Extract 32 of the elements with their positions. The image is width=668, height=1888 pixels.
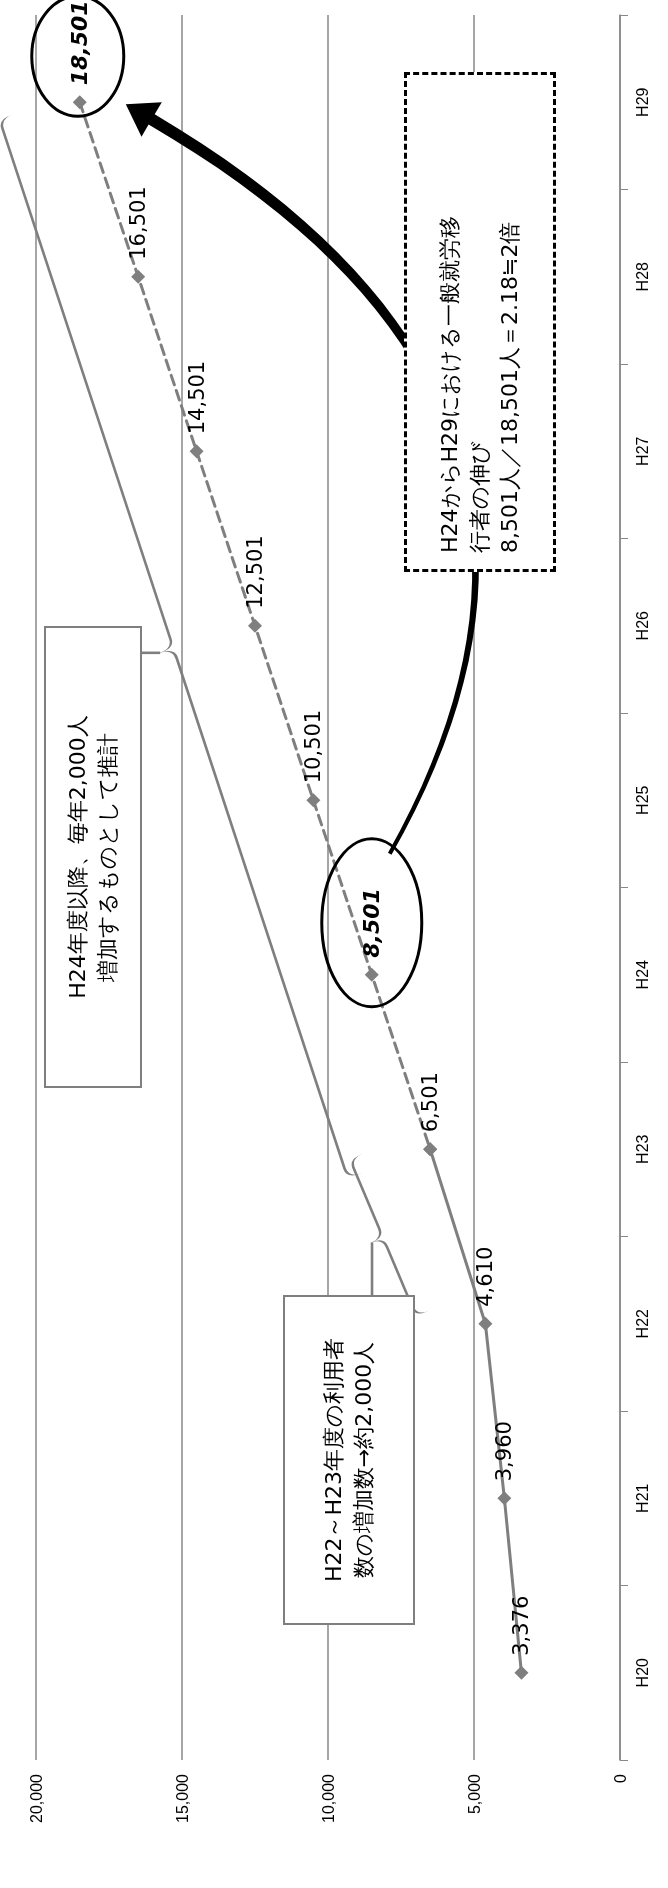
annotation: H24年度以降、毎年2,000人増加するものとして推計 bbox=[64, 714, 121, 1001]
y-tick-label: H23 bbox=[633, 1134, 651, 1164]
x-tick-label: 10,000 bbox=[319, 1773, 337, 1823]
x-tick-label: 20,000 bbox=[27, 1773, 45, 1823]
y-tick-label: H29 bbox=[633, 87, 651, 117]
data-label: 3,960 bbox=[492, 1421, 517, 1482]
data-label: 6,501 bbox=[418, 1072, 443, 1133]
y-tick-label: H22 bbox=[633, 1308, 651, 1339]
y-tick-label: H24 bbox=[633, 959, 651, 990]
data-label: 4,610 bbox=[473, 1246, 498, 1307]
y-tick-label: H20 bbox=[633, 1657, 651, 1688]
y-tick-label: H21 bbox=[633, 1483, 651, 1513]
annotation: H22～H23年度の利用者数の増加数→約2,000人 bbox=[320, 1336, 377, 1585]
y-tick-label: H27 bbox=[633, 436, 651, 466]
y-tick-label: H26 bbox=[633, 610, 651, 641]
y-tick-label: H28 bbox=[633, 261, 651, 292]
data-label: 10,501 bbox=[301, 709, 326, 784]
data-label: 14,501 bbox=[184, 360, 209, 435]
text-box: H24年度以降、毎年2,000人増加するものとして推計 bbox=[44, 626, 142, 1088]
data-label: 18,501 bbox=[67, 0, 93, 86]
data-label: 12,501 bbox=[242, 535, 267, 609]
annotation: 8,501人／18,501人＝2.18≒2倍 bbox=[496, 220, 523, 553]
x-tick-label: 5,000 bbox=[465, 1773, 483, 1815]
text-box: H22～H23年度の利用者数の増加数→約2,000人 bbox=[283, 1295, 415, 1625]
data-label: 8,501 bbox=[359, 888, 385, 958]
x-tick-label: 15,000 bbox=[173, 1773, 191, 1823]
x-tick-label: 0 bbox=[611, 1773, 629, 1783]
text-box: H24からH29における一般就労移行者の伸び 8,501人／18,501人＝2.18≒2倍 bbox=[404, 72, 556, 572]
annotation: H24からH29における一般就労移行者の伸び bbox=[436, 214, 493, 553]
data-label: 3,376 bbox=[509, 1595, 534, 1656]
y-tick-label: H25 bbox=[633, 785, 651, 815]
data-label: 16,501 bbox=[126, 186, 151, 260]
